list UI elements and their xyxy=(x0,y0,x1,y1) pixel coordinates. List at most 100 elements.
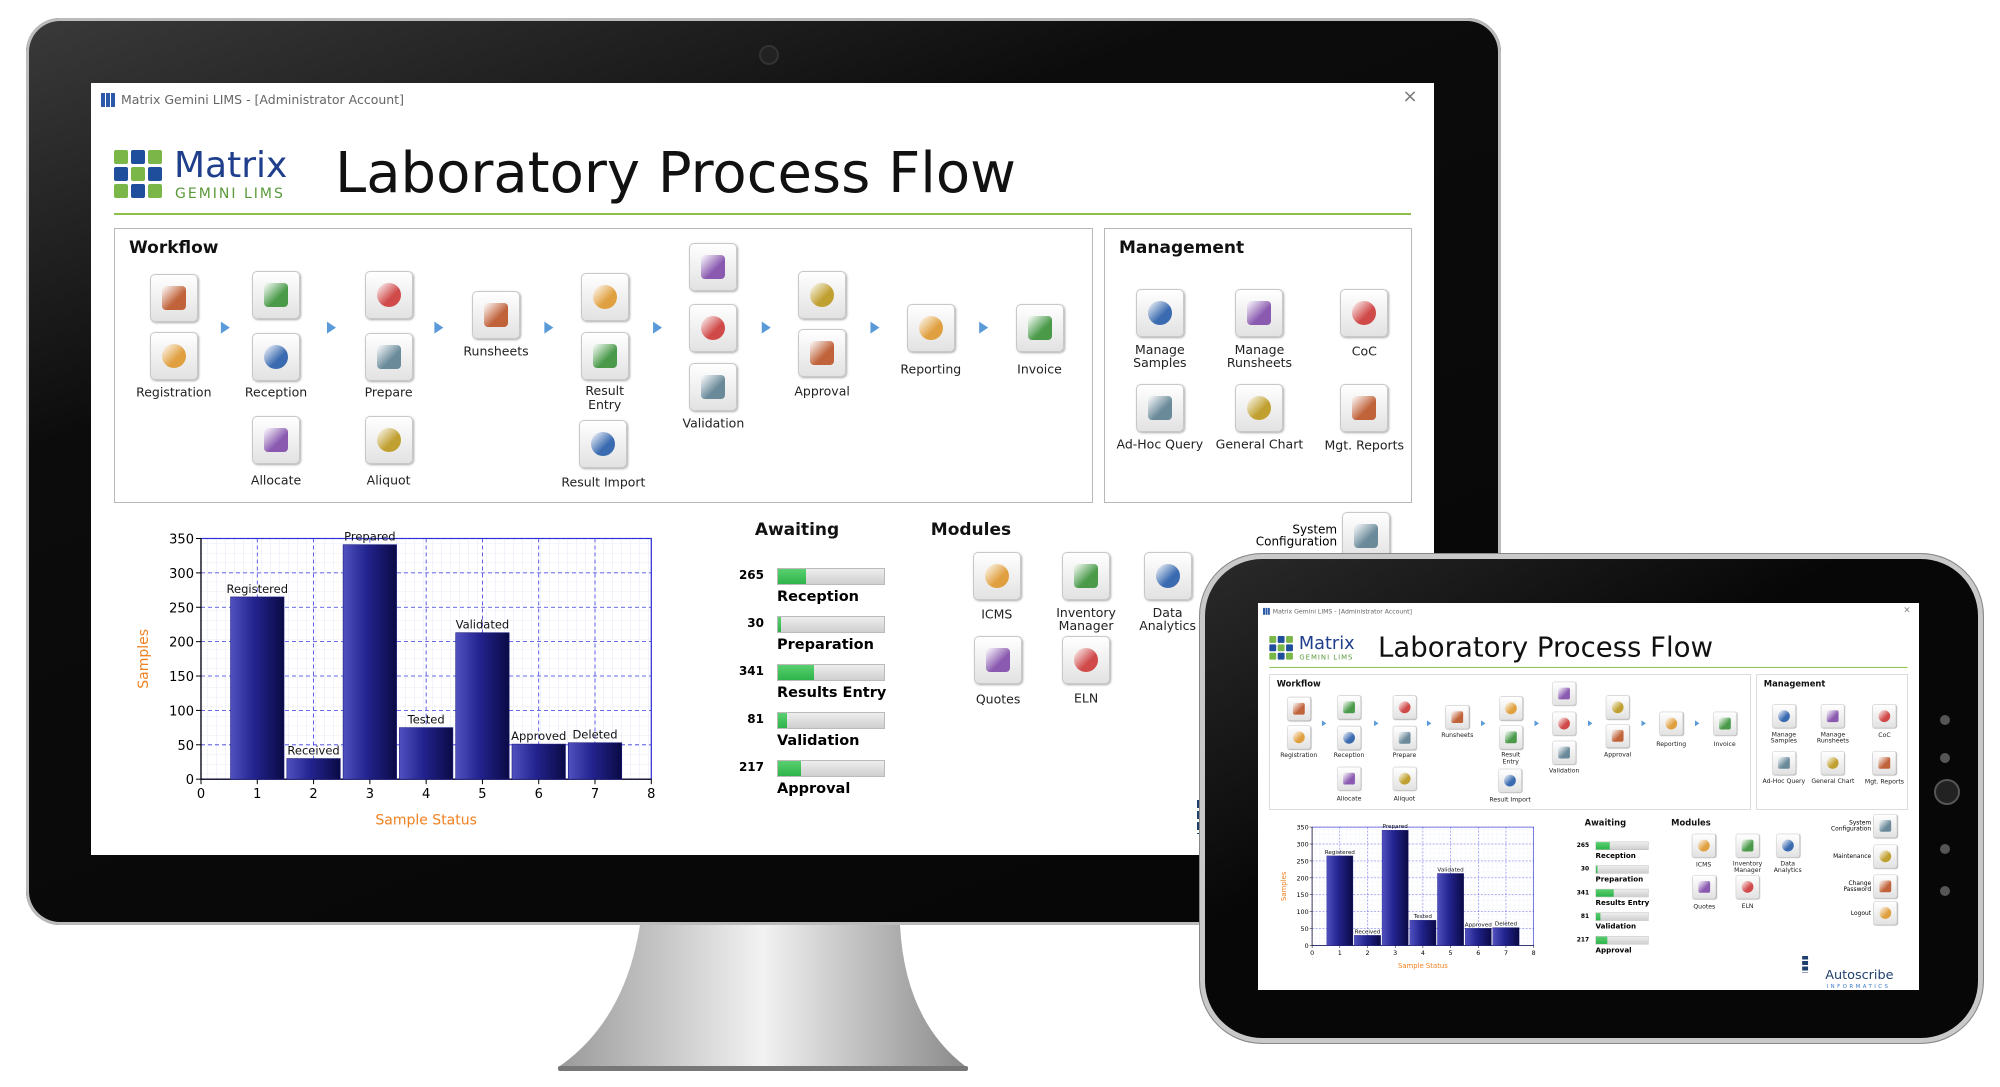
tablet-home-button[interactable] xyxy=(1934,779,1960,805)
workflow-icon[interactable] xyxy=(364,271,413,320)
workflow-icon[interactable] xyxy=(580,332,629,381)
workflow-label[interactable]: Allocate xyxy=(1336,794,1362,803)
system-icon[interactable] xyxy=(1341,511,1390,560)
workflow-label[interactable]: Validation xyxy=(1549,766,1580,775)
workflow-icon[interactable] xyxy=(689,363,738,412)
workflow-label[interactable]: Invoice xyxy=(1017,361,1062,377)
workflow-icon[interactable] xyxy=(1552,740,1577,765)
system-icon[interactable] xyxy=(1873,901,1897,925)
workflow-label[interactable]: Runsheets xyxy=(1441,731,1474,739)
workflow-icon[interactable] xyxy=(1498,696,1523,720)
workflow-icon[interactable] xyxy=(1392,695,1417,720)
module-label[interactable]: Quotes xyxy=(1693,902,1716,910)
module-icon[interactable] xyxy=(1775,833,1800,858)
close-button[interactable]: × xyxy=(1402,86,1418,107)
module-label[interactable]: Data Analytics xyxy=(1773,859,1802,874)
workflow-icon[interactable] xyxy=(580,272,629,321)
workflow-icon[interactable] xyxy=(906,303,955,352)
module-icon[interactable] xyxy=(1691,833,1716,858)
workflow-icon[interactable] xyxy=(1286,696,1311,721)
workflow-label[interactable]: Result Import xyxy=(1489,795,1531,803)
management-label[interactable]: CoC xyxy=(1878,731,1891,739)
workflow-icon[interactable] xyxy=(1337,726,1361,750)
management-label[interactable]: Manage Samples xyxy=(1133,341,1187,371)
workflow-label[interactable]: Reporting xyxy=(900,361,962,377)
management-icon[interactable] xyxy=(1235,383,1284,432)
workflow-icon[interactable] xyxy=(1659,711,1683,736)
workflow-label[interactable]: Allocate xyxy=(250,472,302,488)
workflow-icon[interactable] xyxy=(1498,725,1523,750)
system-icon[interactable] xyxy=(1873,874,1897,899)
workflow-icon[interactable] xyxy=(798,329,847,378)
workflow-icon[interactable] xyxy=(1498,768,1522,793)
workflow-icon[interactable] xyxy=(1392,726,1417,750)
module-label[interactable]: Data Analytics xyxy=(1139,604,1196,633)
workflow-icon[interactable] xyxy=(689,242,738,291)
workflow-icon[interactable] xyxy=(1286,725,1311,750)
management-icon[interactable] xyxy=(1821,750,1845,775)
workflow-icon[interactable] xyxy=(1605,695,1630,720)
management-icon[interactable] xyxy=(1135,289,1184,338)
workflow-label[interactable]: Aliquot xyxy=(1393,794,1416,803)
workflow-icon[interactable] xyxy=(1445,705,1470,729)
management-icon[interactable] xyxy=(1772,704,1796,729)
module-icon[interactable] xyxy=(972,552,1021,600)
workflow-icon[interactable] xyxy=(1015,303,1064,352)
management-icon[interactable] xyxy=(1872,704,1897,729)
workflow-icon[interactable] xyxy=(1605,724,1630,748)
workflow-icon[interactable] xyxy=(1712,711,1737,736)
management-label[interactable]: Mgt. Reports xyxy=(1324,437,1405,453)
management-label[interactable]: Manage Runsheets xyxy=(1226,341,1293,371)
management-icon[interactable] xyxy=(1235,289,1284,338)
workflow-icon[interactable] xyxy=(364,333,413,382)
module-icon[interactable] xyxy=(1735,833,1760,858)
management-label[interactable]: Ad-Hoc Query xyxy=(1116,436,1204,452)
management-icon[interactable] xyxy=(1821,704,1845,729)
module-icon[interactable] xyxy=(1143,552,1192,600)
workflow-icon[interactable] xyxy=(1552,711,1577,736)
module-label[interactable]: ICMS xyxy=(981,605,1013,621)
system-label[interactable]: Change Password xyxy=(1843,879,1872,893)
system-label[interactable]: Logout xyxy=(1850,909,1872,917)
workflow-label[interactable]: Reception xyxy=(244,384,308,400)
workflow-icon[interactable] xyxy=(1337,695,1361,720)
workflow-label[interactable]: Registration xyxy=(1280,751,1318,759)
management-label[interactable]: Mgt. Reports xyxy=(1864,777,1905,785)
workflow-label[interactable]: Invoice xyxy=(1713,739,1736,748)
close-button[interactable]: × xyxy=(1903,604,1911,615)
module-label[interactable]: Inventory Manager xyxy=(1732,859,1763,874)
module-label[interactable]: Inventory Manager xyxy=(1056,604,1116,633)
module-label[interactable]: ELN xyxy=(1741,901,1754,910)
module-label[interactable]: Quotes xyxy=(975,691,1021,707)
management-label[interactable]: CoC xyxy=(1351,343,1377,359)
workflow-label[interactable]: Aliquot xyxy=(366,472,411,488)
system-label[interactable]: System Configuration xyxy=(1255,522,1338,549)
workflow-label[interactable]: Result Entry xyxy=(585,383,625,412)
module-icon[interactable] xyxy=(1692,875,1717,899)
workflow-icon[interactable] xyxy=(149,332,198,381)
workflow-label[interactable]: Result Entry xyxy=(1501,750,1521,765)
module-icon[interactable] xyxy=(1735,875,1760,899)
workflow-icon[interactable] xyxy=(252,333,301,382)
workflow-label[interactable]: Registration xyxy=(136,384,212,400)
management-label[interactable]: General Chart xyxy=(1215,436,1304,452)
management-label[interactable]: General Chart xyxy=(1811,776,1855,785)
workflow-icon[interactable] xyxy=(472,290,521,339)
workflow-label[interactable]: Approval xyxy=(1604,750,1632,759)
workflow-icon[interactable] xyxy=(364,416,413,465)
module-icon[interactable] xyxy=(974,636,1023,685)
workflow-icon[interactable] xyxy=(149,273,198,322)
module-icon[interactable] xyxy=(1062,552,1111,600)
workflow-label[interactable]: Reception xyxy=(1333,751,1365,759)
management-icon[interactable] xyxy=(1340,289,1389,338)
workflow-icon[interactable] xyxy=(1337,766,1361,791)
management-icon[interactable] xyxy=(1872,750,1897,775)
workflow-icon[interactable] xyxy=(579,420,628,469)
management-icon[interactable] xyxy=(1340,383,1389,432)
workflow-label[interactable]: Prepare xyxy=(1392,751,1417,759)
module-label[interactable]: ICMS xyxy=(1695,860,1712,868)
system-label[interactable]: Maintenance xyxy=(1833,852,1872,860)
workflow-label[interactable]: Approval xyxy=(794,383,850,399)
workflow-label[interactable]: Result Import xyxy=(561,473,646,489)
workflow-label[interactable]: Reporting xyxy=(1656,739,1687,748)
